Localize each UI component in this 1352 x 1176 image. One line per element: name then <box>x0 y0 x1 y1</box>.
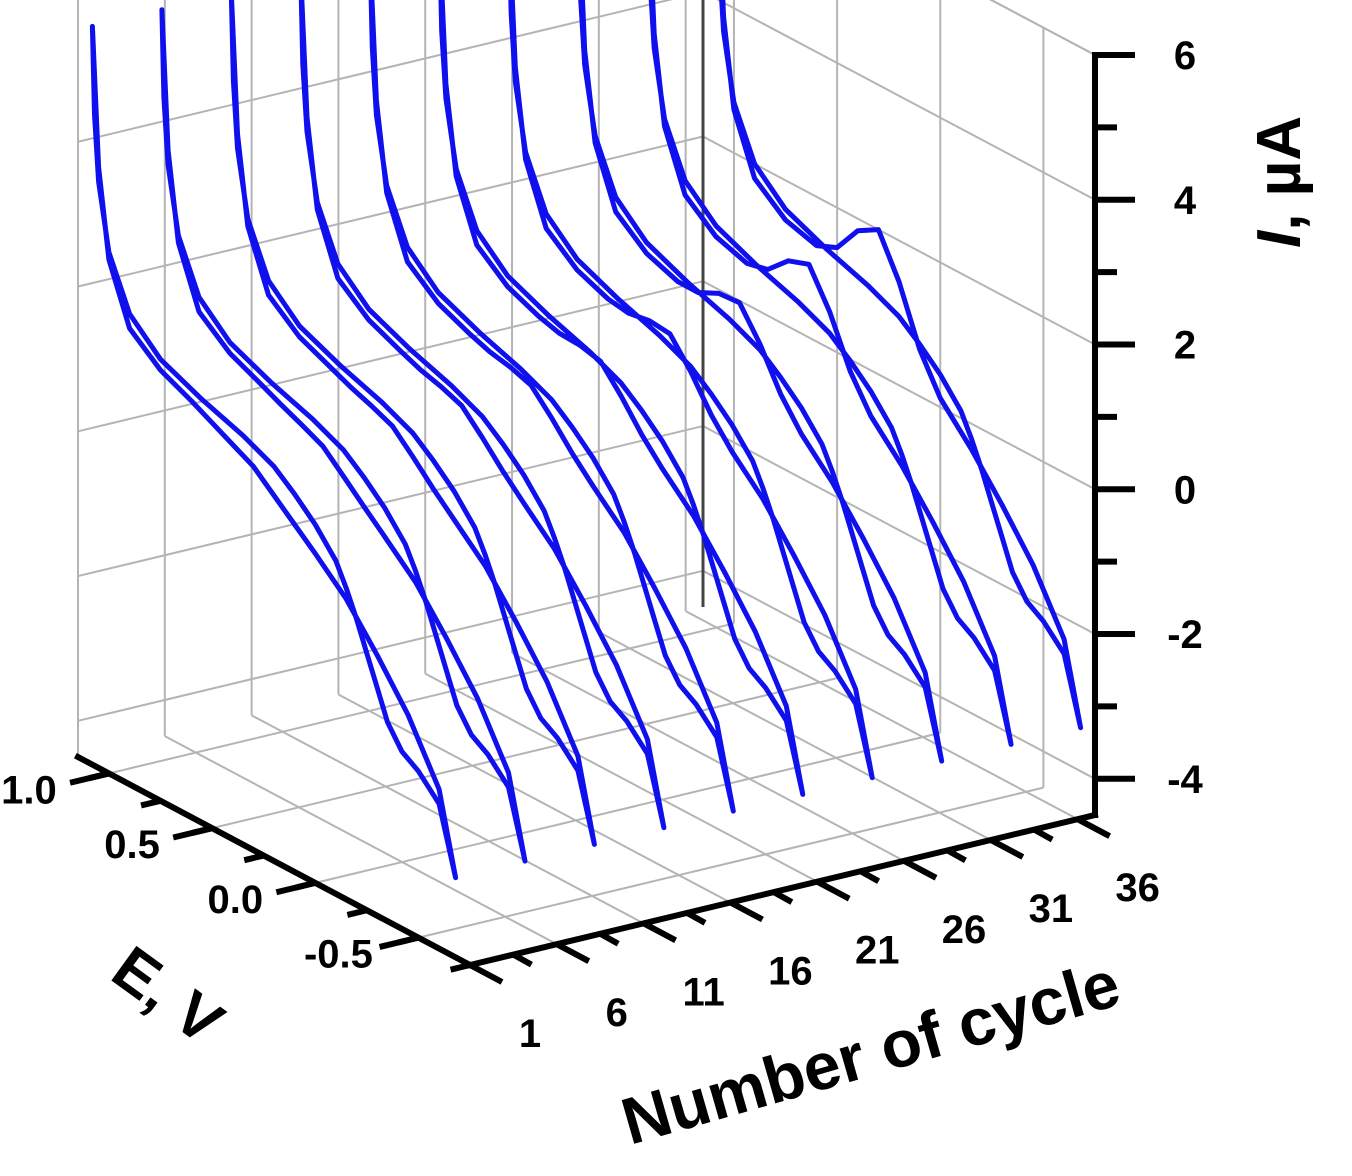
sidewall-grid-i-2 <box>77 280 704 433</box>
y-tick-label-0: 1 <box>519 1012 541 1056</box>
y-minor-tick <box>598 931 620 947</box>
series-cycle-17 <box>368 0 736 814</box>
series-cycle-9 <box>228 0 597 847</box>
z-tick-label-5: 6 <box>1174 34 1196 78</box>
y-tick-label-3: 16 <box>768 950 813 994</box>
floor-grid-e-2 <box>315 731 941 884</box>
z-tick-label-4: 4 <box>1174 179 1197 223</box>
floor-grid-cycle-1 <box>164 735 558 946</box>
x-minor-tick <box>398 934 420 946</box>
z-tick-label-2: 0 <box>1174 468 1196 512</box>
x-minor-tick <box>88 770 110 782</box>
y-tick-label-5: 26 <box>942 908 987 952</box>
floor-grid-cycle-7 <box>685 610 1079 821</box>
x-tick-label-3: -0.5 <box>304 933 373 977</box>
y-minor-tick <box>945 847 967 864</box>
series-cycle-33 <box>648 0 1014 747</box>
series-cycle-5 <box>159 7 528 864</box>
series-cycle-1 <box>89 23 459 881</box>
backwall-grid-i-1 <box>702 425 1096 635</box>
series-cycle-13 <box>298 0 667 831</box>
y-tick-label-7: 36 <box>1115 866 1160 910</box>
z-axis-title-unit: , µA <box>1245 116 1314 231</box>
series-cycle-25 <box>508 0 875 781</box>
y-major-tick-7 <box>1076 816 1112 839</box>
x-minor-tick <box>191 825 213 836</box>
x-minor-tick <box>243 852 265 864</box>
backwall-grid-i-3 <box>702 135 1096 346</box>
floor-grid-cycle-4 <box>424 672 818 883</box>
z-tick-label-3: 2 <box>1174 324 1196 368</box>
x-axis-title: E, V <box>100 934 235 1059</box>
floor-grid-cycle-2 <box>251 714 645 925</box>
series-cycle-37 <box>719 0 1084 731</box>
series-cycle-21 <box>438 0 806 797</box>
y-minor-tick <box>685 910 707 926</box>
floor-grid-cycle-6 <box>598 631 992 841</box>
x-tick-label-2: 0.0 <box>207 878 263 922</box>
y-major-tick-0 <box>468 962 504 985</box>
x-axis-line <box>73 752 475 970</box>
axis-layer <box>69 52 1135 985</box>
box-top-edge-b <box>989 0 1096 56</box>
x-minor-tick <box>140 797 162 809</box>
x-tick-label-1: 0.5 <box>104 823 160 867</box>
y-tick-label-1: 6 <box>606 991 628 1035</box>
y-major-tick-2 <box>642 920 678 943</box>
backwall-grid-i-0 <box>702 569 1096 780</box>
floor-grid-cycle-3 <box>337 693 731 904</box>
floor-grid-cycle-5 <box>511 651 905 862</box>
series-cycle-29 <box>578 0 945 764</box>
sidewall-grid-i-0 <box>77 569 704 722</box>
backwall-grid-i-4 <box>716 0 1096 201</box>
y-tick-label-6: 31 <box>1029 887 1074 931</box>
y-major-tick-4 <box>815 879 851 902</box>
floor-grid-e-1 <box>211 677 838 830</box>
sidewall-grid-i-1 <box>77 425 704 578</box>
y-minor-tick <box>772 889 794 905</box>
sidewall-grid-i-4 <box>77 0 673 143</box>
x-tick-label-0: 1.0 <box>1 768 57 812</box>
y-major-tick-3 <box>729 899 764 923</box>
y-major-tick-1 <box>555 941 591 964</box>
x-minor-tick <box>346 907 368 918</box>
z-axis-title: I, µA <box>1245 116 1314 248</box>
y-axis-line <box>466 811 1099 969</box>
y-tick-label-2: 11 <box>682 970 724 1014</box>
backwall-grid-i-5 <box>989 0 1096 56</box>
y-major-tick-6 <box>989 837 1025 860</box>
y-minor-tick <box>859 868 881 884</box>
z-axis-title-symbol: I <box>1245 229 1314 248</box>
curve-layer <box>89 0 1084 881</box>
y-minor-tick <box>511 951 533 968</box>
y-major-tick-5 <box>902 858 938 881</box>
y-tick-label-4: 21 <box>855 929 900 973</box>
z-tick-label-0: -4 <box>1167 758 1203 802</box>
backwall-grid-i-2 <box>702 280 1096 491</box>
x-minor-tick <box>295 879 316 891</box>
y-minor-tick <box>1032 826 1054 843</box>
z-tick-label-1: -2 <box>1167 613 1203 657</box>
x-minor-tick <box>449 962 471 973</box>
